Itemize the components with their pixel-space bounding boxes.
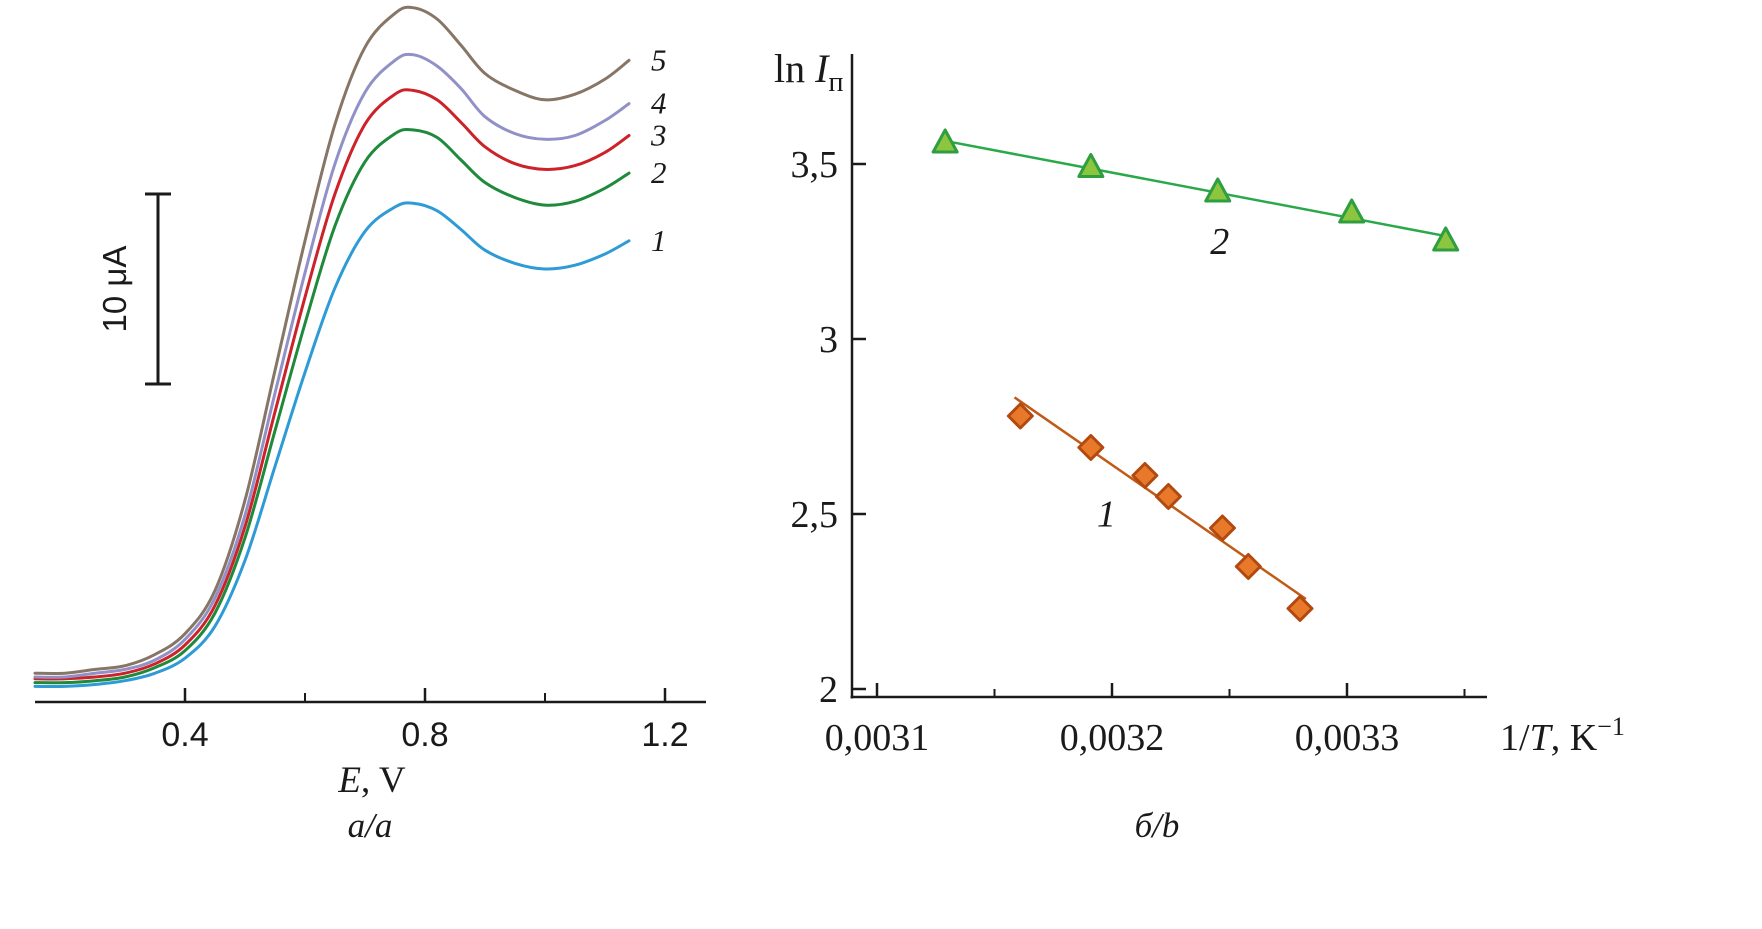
marker-triangle [1338, 198, 1366, 224]
x-tick-label-a: 1.2 [641, 716, 688, 754]
marker-diamond [1208, 514, 1236, 542]
x-tick-label-b: 0,0033 [1295, 717, 1400, 759]
x-tick-label-a: 0.4 [161, 716, 208, 754]
curve-label-1: 1 [651, 223, 667, 258]
x-tick-label-b: 0,0031 [825, 717, 930, 759]
curve-2 [33, 127, 631, 685]
x-axis-label-a: E, V [337, 760, 405, 801]
marker-diamond [1077, 434, 1105, 461]
panel-a: 0.4 0.8 1.2 E, V 10 μA 1 2 3 4 5 a/a [0, 2, 740, 846]
marker-triangle [931, 128, 959, 154]
y-tick-label-b: 2,5 [791, 494, 839, 536]
curve-3 [33, 88, 631, 681]
x-tick-label-b: 0,0032 [1060, 717, 1165, 759]
panel-b: 3,5 3 2,5 2 0,0031 0,0032 0,0033 ln Iп 1/T, K−1 1… [752, 2, 1762, 846]
curve-4 [33, 52, 631, 679]
voltammogram-chart: 0.4 0.8 1.2 E, V 10 μA 1 234 5 [33, 5, 706, 801]
y-tick-label-b: 3,5 [791, 144, 839, 186]
marker-triangle [1432, 226, 1460, 252]
y-tick-label-b: 2 [819, 669, 838, 711]
series-label-1: 1 [1097, 494, 1116, 536]
marker-diamond [1131, 462, 1159, 489]
x-axis-label-b: 1/T, K−1 [1500, 712, 1625, 759]
curve-1 [33, 201, 631, 689]
marker-diamond [1154, 483, 1182, 510]
series-label-2: 2 [1210, 221, 1229, 263]
panel-b-caption: б/b [1134, 806, 1180, 845]
marker-diamond [1234, 553, 1262, 580]
curve-label-5: 5 [651, 42, 667, 77]
marker-diamond [1286, 595, 1314, 622]
panel-a-caption: a/a [347, 806, 393, 845]
marker-triangle [1204, 177, 1232, 203]
y-axis-label-b: ln Iп [774, 46, 843, 98]
marker-triangle [1077, 153, 1105, 178]
trend-line-2 [939, 138, 1452, 239]
scale-bar-label: 10 μA [96, 246, 133, 333]
y-tick-label-b: 3 [819, 319, 838, 361]
marker-diamond [1006, 402, 1034, 430]
curve-label-2: 2 [651, 155, 667, 190]
curve-label-4: 4 [651, 86, 667, 121]
curve-5 [33, 5, 631, 675]
x-tick-label-a: 0.8 [401, 716, 448, 754]
curve-label-3: 3 [650, 118, 667, 153]
arrhenius-chart: 3,5 3 2,5 2 0,0031 0,0032 0,0033 ln Iп 1/T, K−1 1… [774, 46, 1625, 759]
